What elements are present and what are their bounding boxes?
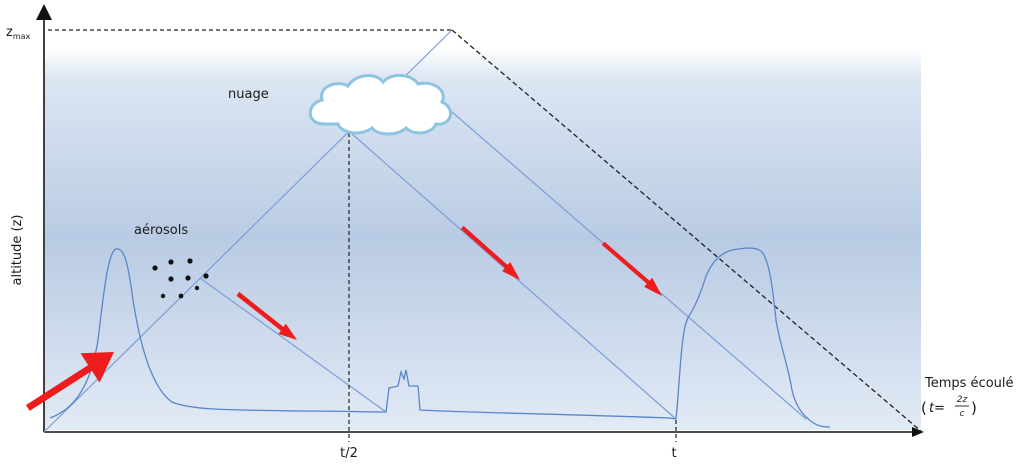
sky-background — [45, 48, 921, 430]
formula-numerator: 2z — [957, 395, 968, 405]
lidar-signal-curve — [49, 247, 831, 428]
y-axis-label: altitude (z) — [10, 215, 25, 286]
aerosol-dot — [187, 258, 193, 264]
aerosol-dot — [194, 285, 200, 291]
aerosol-return — [199, 277, 387, 413]
tick-label-half-time: t/2 — [340, 446, 358, 461]
formula-t: t — [929, 401, 935, 416]
aerosol-dot — [168, 276, 174, 282]
cloud-label: nuage — [228, 87, 269, 102]
cloud-shape — [308, 74, 452, 136]
formula-close-paren: ) — [971, 399, 977, 417]
envelope-dashed-line — [451, 29, 923, 433]
emitted-pulse-arrow — [25, 352, 114, 411]
aerosol-particles — [152, 258, 209, 299]
aerosol-dot — [168, 259, 174, 265]
aerosol-dot — [152, 265, 158, 271]
aerosol-label: aérosols — [134, 223, 188, 238]
formula-equals: = — [934, 401, 945, 416]
formula-open-paren: ( — [921, 399, 927, 417]
aerosol-dot — [178, 293, 184, 299]
tick-label-t: t — [671, 446, 676, 461]
x-axis-label: Temps écoulé — [924, 376, 1014, 391]
cloud-return-arrow — [460, 225, 520, 280]
x-axis-arrowhead — [912, 427, 924, 437]
time-formula: ( t = 2z c ) — [921, 395, 977, 419]
aerosol-return-arrow — [236, 291, 297, 340]
zmax-label: zmax — [6, 25, 31, 41]
red-arrows — [25, 225, 662, 411]
upper-return-arrow — [601, 241, 662, 296]
formula-denominator: c — [960, 409, 965, 419]
aerosol-dot — [203, 273, 209, 279]
aerosol-dot — [160, 293, 166, 299]
aerosol-dot — [185, 275, 191, 281]
